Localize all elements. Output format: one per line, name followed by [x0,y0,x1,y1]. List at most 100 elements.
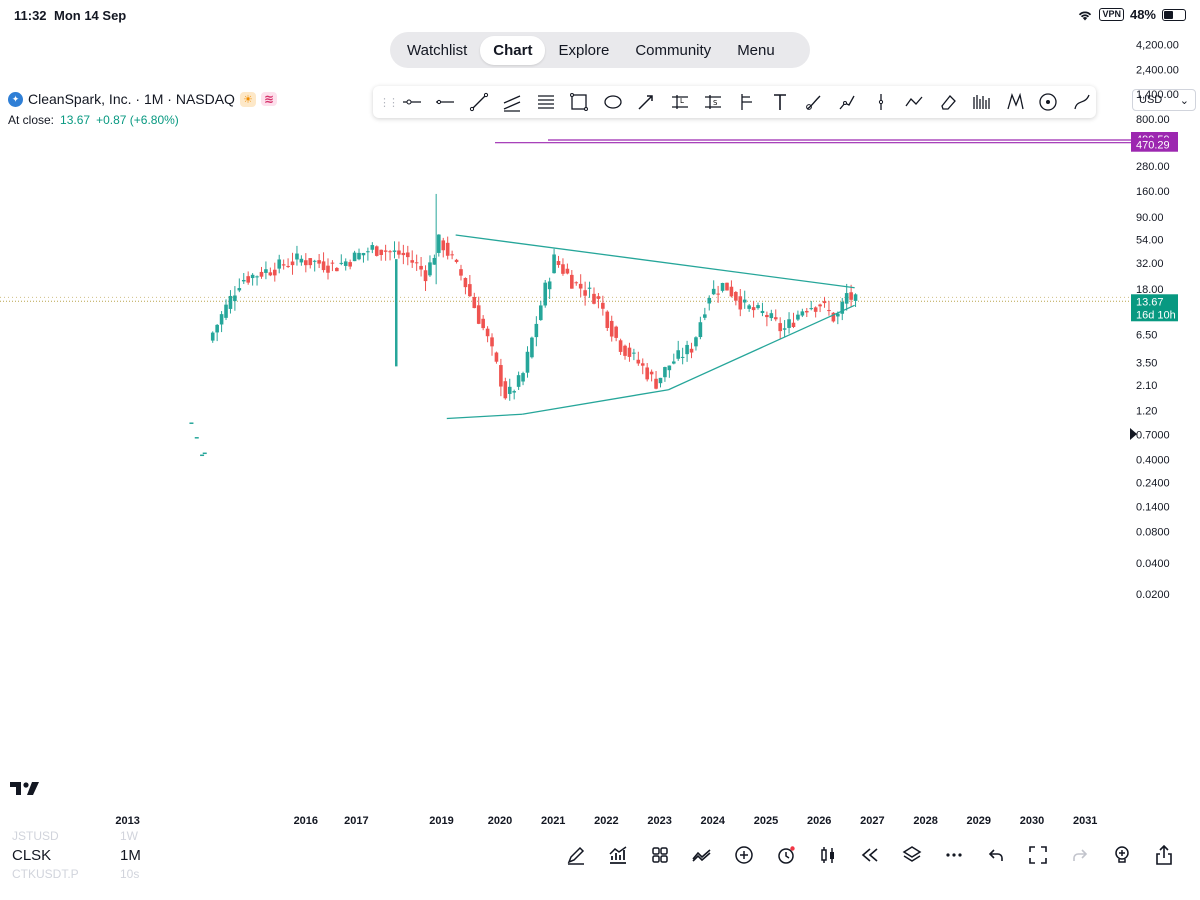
ideas-button[interactable] [1101,842,1143,868]
candle-body [370,245,375,250]
alert-button[interactable] [765,842,807,868]
trendline-0[interactable] [455,234,855,289]
horizontal-line-tool[interactable] [429,88,463,116]
layers-button[interactable] [891,842,933,868]
short-position-icon: S [705,95,722,109]
tab-community[interactable]: Community [635,41,712,59]
tab-chart[interactable]: Chart [480,35,546,65]
symbol-button[interactable]: CLSK [12,847,52,864]
fib-retracement-tool[interactable] [529,88,563,116]
compare-button[interactable] [681,842,723,868]
price-chart[interactable]: 4,200.00 2,400.00 1,400.00 800.00 280.00 160.… [0,0,1200,830]
time-axis-label: 2016 [294,815,318,827]
path-tool[interactable] [831,88,865,116]
candle-body [259,271,264,277]
price-axis-label: 2,400.00 [1136,65,1179,77]
candle-body [255,276,259,278]
tab-menu[interactable]: Menu [737,41,775,59]
chart-type-button[interactable] [807,842,849,868]
price-axis-label: 4,200.00 [1136,40,1179,52]
data-delay-icon[interactable]: ≋ [260,92,277,106]
circle-icon [1039,93,1057,111]
candle-body [547,281,552,290]
redo-button[interactable] [1059,842,1101,868]
svg-text:L: L [680,97,684,105]
more-button[interactable] [933,842,975,868]
drawing-toolbar: ⋮⋮ L S [373,86,1096,118]
market-session-icon[interactable]: ☀ [239,91,256,107]
candle-body [383,250,388,252]
eraser-tool[interactable] [931,88,965,116]
prev-symbol[interactable]: JSTUSD [12,829,59,843]
symbol-title[interactable]: CleanSpark, Inc. · 1M · NASDAQ [28,91,235,107]
grid-icon [652,847,668,863]
vpn-badge: VPN [1099,8,1124,21]
parallel-channel-tool[interactable] [496,88,530,116]
candle-body [578,283,583,289]
arrow-tool[interactable] [630,88,664,116]
candle-body [632,352,636,354]
status-date: Mon 14 Sep [54,8,127,23]
long-position-tool[interactable]: L [663,88,697,116]
undo-button[interactable] [975,842,1017,868]
lightbulb-icon [1115,846,1129,863]
next-symbol[interactable]: CTKUSDT.P [12,867,79,881]
curve-tool[interactable] [1065,88,1099,116]
fullscreen-button[interactable] [1017,842,1059,868]
text-icon [774,94,787,110]
add-button[interactable] [723,842,765,868]
status-bar: 11:32 Mon 14 Sep VPN 48% [0,0,1200,28]
price-axis-label: 1,400.00 [1136,89,1179,101]
close-label: At close: [8,113,55,127]
candle-body [512,391,516,393]
candle-body [676,350,681,359]
compare-icon [692,849,711,862]
candle-body [574,282,579,284]
replay-button[interactable] [849,842,891,868]
polyline-tool[interactable] [898,88,932,116]
interval-button[interactable]: 1M [120,847,141,864]
tradingview-logo[interactable] [10,780,40,796]
ellipse-tool[interactable] [596,88,630,116]
candle-body [405,252,410,258]
candle-body [680,356,685,358]
vertical-line-tool[interactable] [864,88,898,116]
symbol-header[interactable]: ✦ CleanSpark, Inc. · 1M · NASDAQ ☀ ≋ [8,91,277,107]
candle-body [711,288,716,295]
trendline-2[interactable] [522,389,669,415]
price-tag-470-bg [1131,137,1178,152]
circle-tool[interactable] [1032,88,1066,116]
volume-profile-tool[interactable] [965,88,999,116]
pattern-icon [1007,92,1024,110]
currency-select[interactable]: USD ⌄ [1132,89,1196,111]
candle-body [459,269,463,276]
pitchfork-tool[interactable] [730,88,764,116]
drag-handle-icon[interactable]: ⋮⋮ [379,96,399,109]
candle-body [392,250,397,252]
text-tool[interactable] [764,88,798,116]
candle-body [534,323,539,338]
draw-button[interactable] [555,842,597,868]
prev-interval[interactable]: 1W [120,829,138,843]
candle-body [778,323,782,332]
candle-body [804,310,809,313]
candle-body [286,265,290,267]
trend-line-tool[interactable] [462,88,496,116]
time-axis-label: 2026 [807,815,831,827]
trendline-1[interactable] [446,413,523,420]
tab-watchlist[interactable]: Watchlist [407,41,468,59]
next-interval[interactable]: 10s [120,867,140,881]
volume-profile-icon [973,95,990,109]
horizontal-ray-tool[interactable] [395,88,429,116]
trendline-3[interactable] [668,304,855,391]
short-position-tool[interactable]: S [697,88,731,116]
rectangle-tool[interactable] [563,88,597,116]
indicators-button[interactable] [597,842,639,868]
candle-body [694,337,698,347]
price-axis-label: 90.00 [1136,212,1164,224]
tab-explore[interactable]: Explore [558,41,610,59]
pattern-tool[interactable] [998,88,1032,116]
layouts-button[interactable] [639,842,681,868]
share-button[interactable] [1143,842,1185,868]
brush-tool[interactable] [797,88,831,116]
